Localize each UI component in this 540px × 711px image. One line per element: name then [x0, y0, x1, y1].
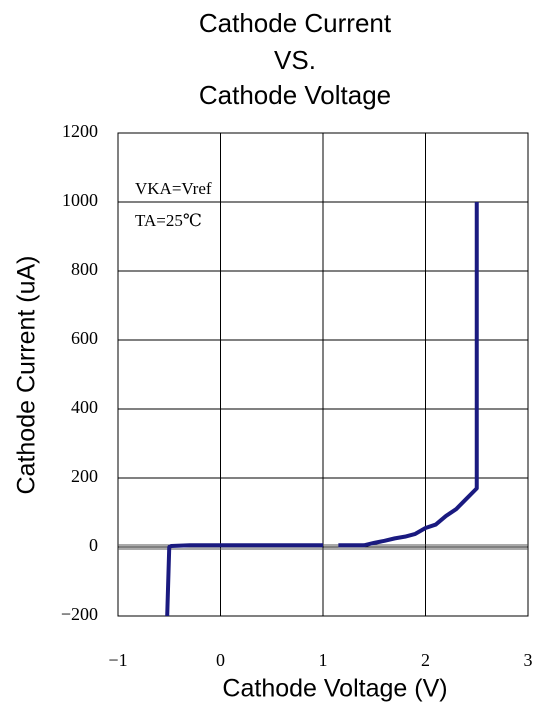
y-tick-label: 400: [71, 397, 98, 417]
y-tick-label: −200: [61, 604, 98, 624]
y-tick-label: 1200: [62, 121, 98, 141]
annotation: TA=25℃: [135, 211, 202, 230]
x-tick-label: −1: [108, 650, 127, 670]
y-tick-label: 0: [89, 535, 98, 555]
chart-title: Cathode Voltage: [199, 80, 391, 110]
y-tick-label: 600: [71, 328, 98, 348]
chart-title: Cathode Current: [199, 8, 392, 38]
data-line: [165, 202, 479, 617]
x-tick-label: 0: [216, 650, 225, 670]
x-tick-label: 2: [421, 650, 430, 670]
x-axis-label: Cathode Voltage (V): [222, 675, 447, 703]
y-tick-label: 1000: [62, 190, 98, 210]
annotation: VKA=Vref: [135, 179, 212, 198]
y-tick-label: 800: [71, 259, 98, 279]
x-tick-label: 1: [319, 650, 328, 670]
x-tick-label: 3: [524, 650, 533, 670]
chart-title: VS.: [274, 45, 316, 75]
y-axis-label: Cathode Current (uA): [13, 255, 41, 494]
y-tick-label: 200: [71, 466, 98, 486]
